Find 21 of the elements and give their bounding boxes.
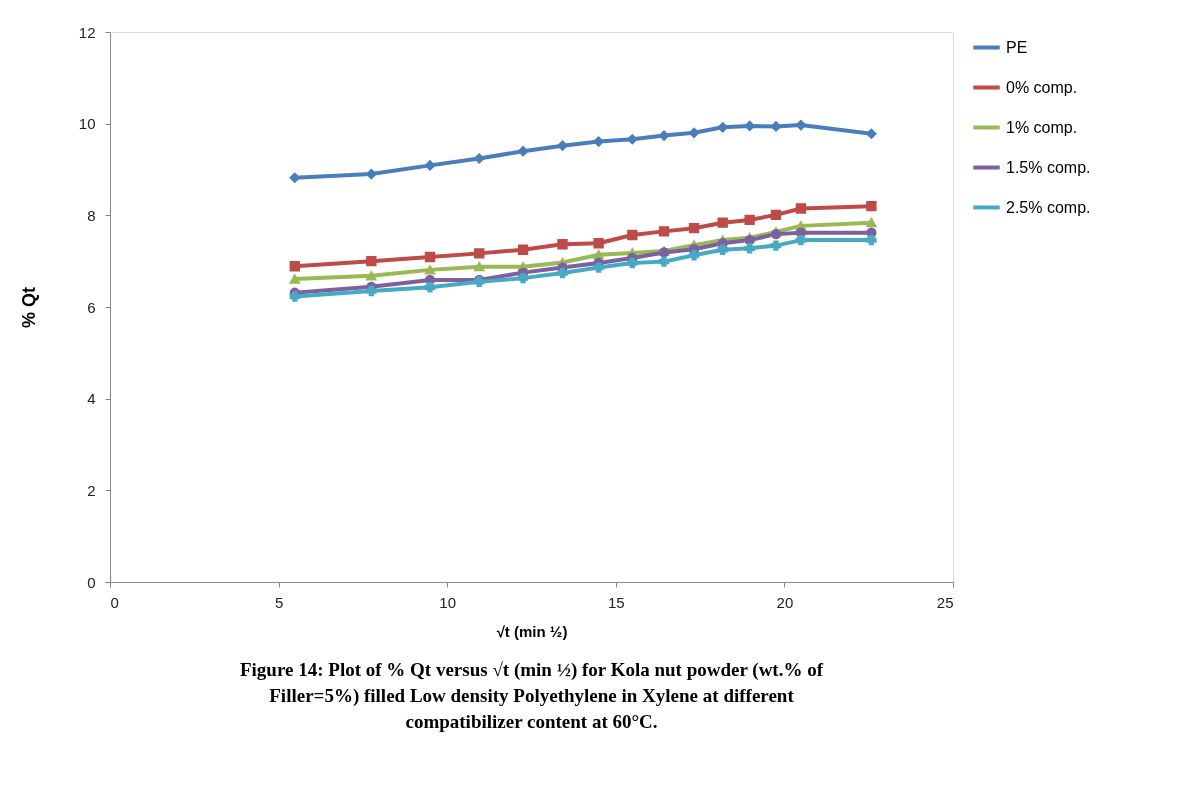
y-tick-label: 10 — [78, 115, 96, 133]
y-tick-label: 2 — [87, 481, 96, 499]
legend-label: PE — [1006, 38, 1028, 56]
x-axis-title: √t (min ½) — [496, 622, 568, 640]
y-tick-label: 6 — [87, 298, 96, 316]
x-tick-label: 0 — [110, 593, 119, 611]
x-tick-label: 20 — [776, 593, 794, 611]
legend-label: 1% comp. — [1006, 118, 1078, 136]
legend-label: 1.5% comp. — [1006, 158, 1091, 176]
legend-label: 2.5% comp. — [1006, 198, 1091, 216]
legend-label: 0% comp. — [1006, 78, 1078, 96]
x-tick-label: 10 — [439, 593, 457, 611]
y-tick-label: 8 — [87, 206, 96, 224]
x-tick-label: 5 — [274, 593, 284, 611]
caption: Figure 14: Plot of % Qt versus √t (min ½) for Kola nut powder (wt.% of Filler=5%) filled Low density Polyethylene in Xylene at different compatibilizer content at 60°C. — [239, 659, 824, 732]
y-tick-label: 0 — [87, 573, 96, 591]
y-tick-label: 4 — [87, 390, 96, 408]
x-tick-label: 25 — [936, 593, 954, 611]
y-axis-title: % Qt — [18, 286, 39, 329]
y-tick-label: 12 — [78, 23, 96, 41]
x-tick-label: 15 — [607, 593, 625, 611]
